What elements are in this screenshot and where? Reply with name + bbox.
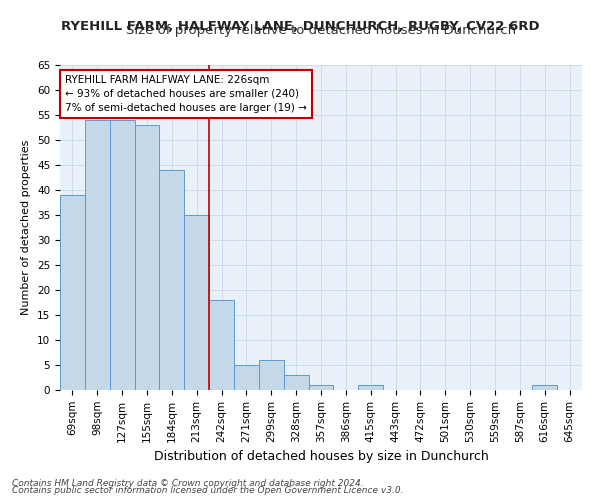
Text: Contains HM Land Registry data © Crown copyright and database right 2024.: Contains HM Land Registry data © Crown c…: [12, 478, 364, 488]
Bar: [85, 120, 110, 390]
Y-axis label: Number of detached properties: Number of detached properties: [22, 140, 31, 315]
Title: Size of property relative to detached houses in Dunchurch: Size of property relative to detached ho…: [126, 24, 516, 38]
Bar: [160, 170, 184, 390]
Text: Contains public sector information licensed under the Open Government Licence v3: Contains public sector information licen…: [12, 486, 404, 495]
Bar: [259, 360, 284, 390]
Bar: [184, 215, 209, 390]
Bar: [134, 125, 160, 390]
Bar: [209, 300, 234, 390]
X-axis label: Distribution of detached houses by size in Dunchurch: Distribution of detached houses by size …: [154, 450, 488, 463]
Text: RYEHILL FARM, HALFWAY LANE, DUNCHURCH, RUGBY, CV22 6RD: RYEHILL FARM, HALFWAY LANE, DUNCHURCH, R…: [61, 20, 539, 33]
Bar: [110, 120, 134, 390]
Bar: [60, 195, 85, 390]
Bar: [234, 365, 259, 390]
Bar: [284, 375, 308, 390]
Bar: [358, 385, 383, 390]
Text: RYEHILL FARM HALFWAY LANE: 226sqm
← 93% of detached houses are smaller (240)
7% : RYEHILL FARM HALFWAY LANE: 226sqm ← 93% …: [65, 74, 307, 113]
Bar: [308, 385, 334, 390]
Bar: [532, 385, 557, 390]
